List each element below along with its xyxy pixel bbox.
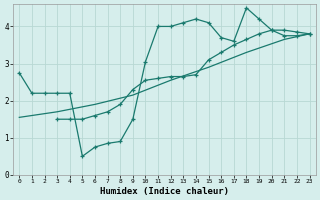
- X-axis label: Humidex (Indice chaleur): Humidex (Indice chaleur): [100, 187, 229, 196]
